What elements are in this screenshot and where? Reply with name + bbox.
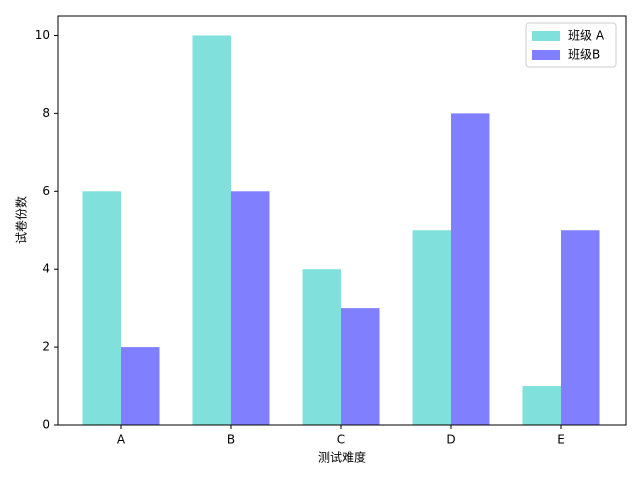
y-tick-label: 0 (42, 418, 50, 432)
y-tick-label: 6 (42, 184, 50, 198)
bar (522, 386, 561, 425)
legend-label: 班级 A (568, 29, 605, 43)
bar (302, 269, 341, 425)
bar (192, 35, 231, 425)
y-axis-label: 试卷份数 (14, 196, 29, 244)
y-tick-label: 8 (42, 106, 50, 120)
y-tick-label: 10 (35, 28, 50, 42)
legend-swatch (532, 31, 560, 41)
bar (412, 230, 451, 425)
bar (561, 230, 600, 425)
legend-swatch (532, 50, 560, 60)
x-tick-label: D (446, 433, 455, 447)
x-tick-label: A (117, 433, 126, 447)
y-tick-label: 4 (42, 262, 50, 276)
bar (121, 347, 160, 425)
x-axis-label: 测试难度 (318, 450, 366, 465)
bar (341, 308, 380, 425)
plot-frame (57, 15, 627, 426)
y-tick-label: 2 (42, 340, 50, 354)
legend-label: 班级B (568, 48, 600, 62)
x-tick-label: C (337, 433, 345, 447)
x-tick-label: B (227, 433, 235, 447)
x-tick-label: E (557, 433, 565, 447)
bar (82, 191, 121, 425)
bar (231, 191, 270, 425)
bar (451, 113, 490, 425)
